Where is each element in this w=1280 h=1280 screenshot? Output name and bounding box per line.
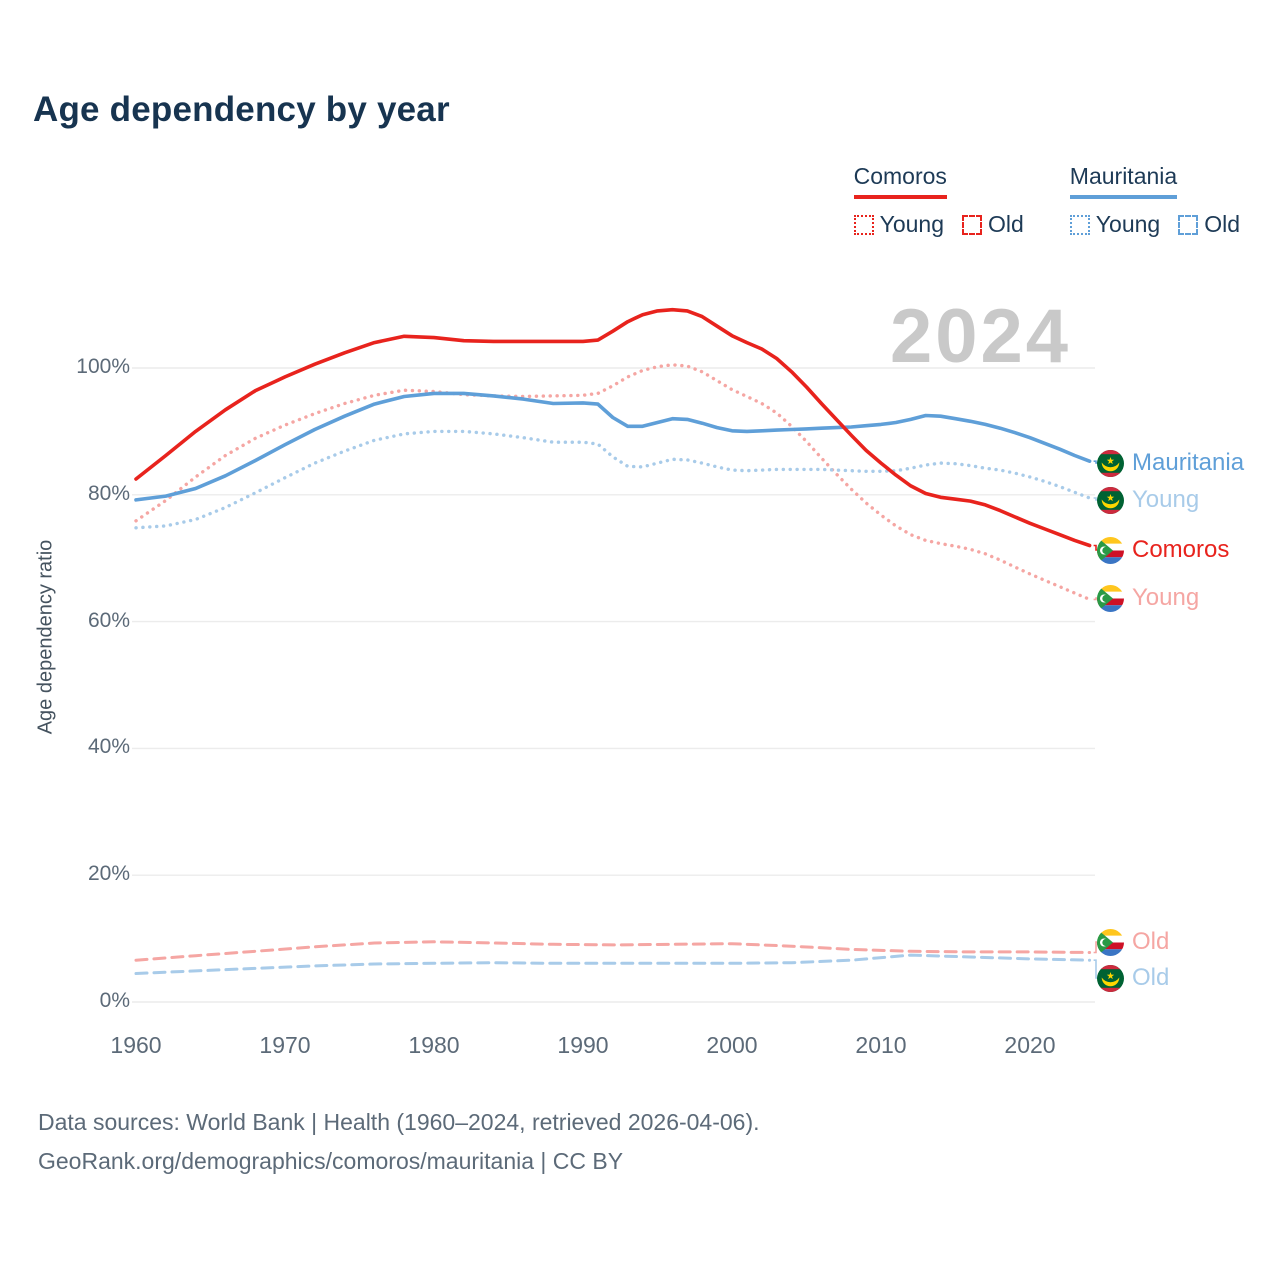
- watermark-year: 2024: [890, 294, 1072, 379]
- comoros-flag-icon: [1097, 928, 1124, 956]
- legend: Comoros Young Old Mauritania Young Old: [853, 163, 1240, 238]
- y-tick-label: 80%: [87, 481, 130, 505]
- y-tick-label: 60%: [87, 608, 130, 632]
- end-label-comoros-old: Old: [1097, 926, 1169, 958]
- legend-comoros-label[interactable]: Comoros: [853, 163, 947, 199]
- legend-comoros-old-label[interactable]: Old: [988, 211, 1024, 237]
- legend-group-mauritania: Mauritania Young Old: [1069, 163, 1240, 238]
- y-tick-label: 0%: [99, 989, 130, 1012]
- end-label-text: Young: [1132, 584, 1200, 611]
- footer: Data sources: World Bank | Health (1960–…: [38, 1103, 760, 1181]
- end-label-text: Comoros: [1132, 536, 1230, 563]
- x-tick-label: 2000: [706, 1032, 758, 1058]
- mauritania-flag-icon: [1097, 964, 1124, 992]
- comoros-flag-icon: [1097, 584, 1124, 612]
- end-label-text: Young: [1132, 486, 1200, 513]
- mauritania-old-swatch-icon[interactable]: [1178, 214, 1199, 235]
- x-tick-label: 2010: [855, 1032, 907, 1058]
- series-line-mauritania_young: [134, 429, 1092, 530]
- end-label-text: Old: [1132, 928, 1170, 955]
- x-tick-label: 1990: [557, 1032, 609, 1058]
- y-tick-label: 20%: [87, 862, 130, 886]
- mauritania-flag-icon: [1097, 449, 1124, 477]
- end-label-text: Old: [1132, 964, 1170, 991]
- end-label-mauritania-young: Young: [1097, 484, 1199, 516]
- legend-comoros-items: Young Old: [853, 211, 1024, 238]
- comoros-old-swatch-icon[interactable]: [962, 214, 982, 235]
- chart-title: Age dependency by year: [33, 90, 450, 129]
- x-tick-label: 1960: [110, 1032, 162, 1058]
- series-line-mauritania_total: [134, 391, 1092, 502]
- legend-mauritania-young-label[interactable]: Young: [1095, 211, 1161, 237]
- end-label-comoros-young: Young: [1097, 582, 1199, 614]
- footer-sources: Data sources: World Bank | Health (1960–…: [38, 1109, 760, 1135]
- end-label-text: Mauritania: [1132, 449, 1245, 476]
- legend-comoros-young-label[interactable]: Young: [879, 211, 944, 237]
- series-line-comoros_young: [134, 363, 1092, 602]
- y-axis-title: Age dependency ratio: [34, 539, 57, 735]
- x-tick-label: 1970: [259, 1032, 311, 1058]
- footer-attribution: GeoRank.org/demographics/comoros/maurita…: [38, 1148, 624, 1174]
- series-line-comoros_old: [134, 940, 1092, 962]
- end-label-mauritania-total: Mauritania: [1097, 447, 1244, 479]
- y-tick-label: 100%: [76, 355, 130, 378]
- end-label-mauritania-old: Old: [1097, 962, 1169, 994]
- series-line-mauritania_old: [134, 953, 1092, 975]
- y-tick-label: 40%: [87, 735, 130, 759]
- legend-mauritania-label[interactable]: Mauritania: [1069, 163, 1178, 199]
- x-tick-label: 1980: [408, 1032, 460, 1058]
- mauritania-flag-icon: [1097, 486, 1124, 514]
- x-tick-label: 2020: [1004, 1032, 1056, 1058]
- comoros-young-swatch-icon[interactable]: [853, 214, 874, 235]
- comoros-flag-icon: [1097, 536, 1124, 564]
- end-label-comoros-total: Comoros: [1097, 534, 1229, 566]
- legend-mauritania-items: Young Old: [1069, 211, 1240, 238]
- mauritania-young-swatch-icon[interactable]: [1069, 214, 1090, 235]
- legend-group-comoros: Comoros Young Old: [853, 163, 1024, 238]
- legend-mauritania-old-label[interactable]: Old: [1204, 211, 1240, 237]
